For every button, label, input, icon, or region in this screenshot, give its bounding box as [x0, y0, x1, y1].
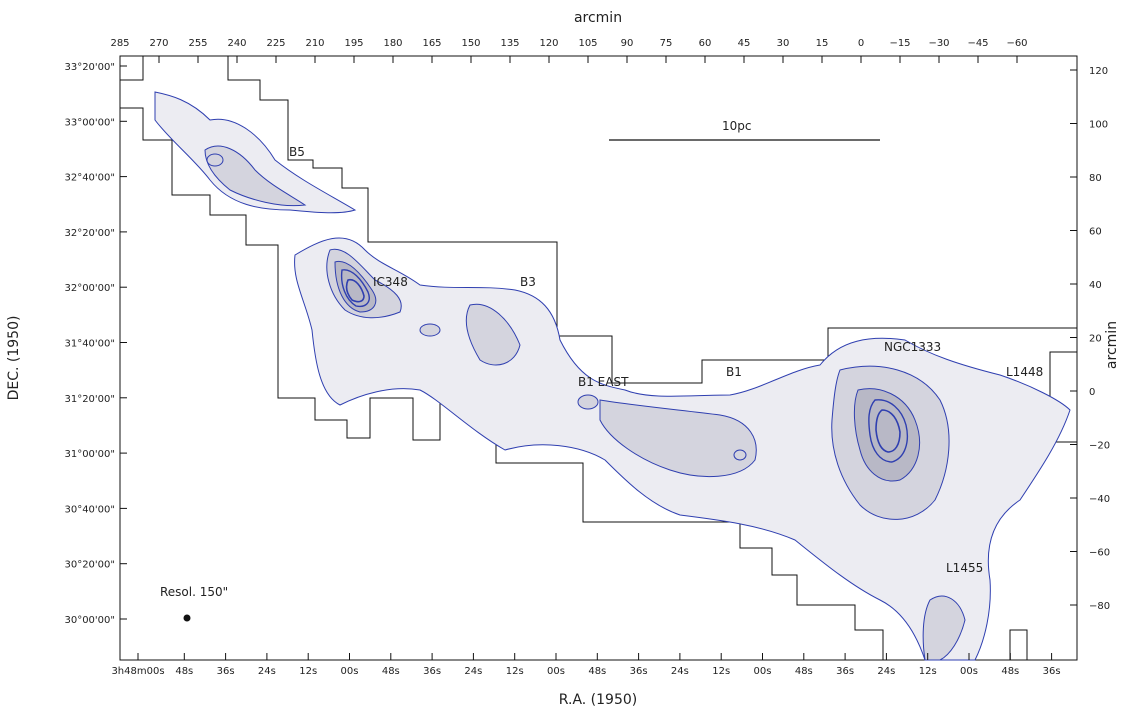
top-tick-label: 75	[660, 38, 673, 49]
left-tick-label: 30°00'00"	[64, 615, 115, 626]
top-tick-label: 285	[110, 38, 129, 49]
bottom-tick-label: 36s	[630, 666, 648, 677]
top-tick-label: 150	[461, 38, 480, 49]
top-tick-label: 270	[149, 38, 168, 49]
resolution-beam-dot	[183, 614, 191, 622]
bottom-axis-title: R.A. (1950)	[559, 692, 637, 708]
bottom-axis-ticks: 3h48m00s 48s 36s 24s 12s 00s 48s 36s 24s 12s 00s 48…	[111, 653, 1061, 677]
right-tick-label: −40	[1089, 494, 1110, 505]
top-tick-label: 165	[422, 38, 441, 49]
top-tick-label: 240	[227, 38, 246, 49]
left-tick-label: 31°40'00"	[64, 339, 115, 350]
top-tick-label: 120	[539, 38, 558, 49]
contour-small-blobs	[206, 153, 747, 461]
top-tick-label: 135	[500, 38, 519, 49]
right-tick-label: −60	[1089, 548, 1110, 559]
bottom-tick-label: 36s	[836, 666, 854, 677]
bottom-tick-label: 36s	[1043, 666, 1061, 677]
resolution-label: Resol. 150"	[160, 585, 228, 599]
label-b1: B1	[726, 365, 742, 379]
survey-boundary-upper	[120, 107, 884, 660]
label-ic348: IC348	[373, 275, 408, 289]
top-tick-label: 105	[578, 38, 597, 49]
right-axis-title: arcmin	[1104, 321, 1120, 369]
label-b1-east: B1 EAST	[578, 375, 629, 389]
bottom-tick-label: 00s	[341, 666, 359, 677]
top-tick-label: 0	[858, 38, 864, 49]
label-ngc1333: NGC1333	[884, 340, 941, 354]
label-b5: B5	[289, 145, 305, 159]
top-tick-label: −30	[928, 38, 949, 49]
left-tick-label: 30°20'00"	[64, 560, 115, 571]
bottom-tick-label: 48s	[382, 666, 400, 677]
top-tick-label: 180	[383, 38, 402, 49]
right-tick-label: 0	[1089, 387, 1095, 398]
right-axis-ticks: 120 100 80 60 40 20 0 −20 −40 −60 −80	[1070, 66, 1110, 612]
scale-bar-label: 10pc	[722, 119, 751, 133]
left-tick-label: 33°20'00"	[64, 62, 115, 73]
bottom-tick-label: 00s	[547, 666, 565, 677]
left-tick-label: 33°00'00"	[64, 117, 115, 128]
contour-level-4	[340, 269, 909, 463]
top-tick-label: 30	[777, 38, 790, 49]
contour-level-3	[334, 260, 921, 482]
bottom-tick-label: 24s	[258, 666, 276, 677]
bottom-tick-label: 00s	[960, 666, 978, 677]
bottom-tick-label: 48s	[795, 666, 813, 677]
bottom-tick-label: 48s	[175, 666, 193, 677]
right-tick-label: −80	[1089, 601, 1110, 612]
right-tick-label: −20	[1089, 441, 1110, 452]
bottom-tick-label: 36s	[217, 666, 235, 677]
right-tick-label: 120	[1089, 66, 1108, 77]
top-tick-label: −60	[1006, 38, 1027, 49]
plot-frame	[119, 55, 1078, 661]
cloud-contours	[154, 91, 1071, 661]
bottom-tick-label: 24s	[464, 666, 482, 677]
top-tick-label: 60	[699, 38, 712, 49]
top-axis-title: arcmin	[574, 10, 622, 26]
left-tick-label: 31°00'00"	[64, 449, 115, 460]
right-tick-label: 20	[1089, 334, 1102, 345]
right-tick-label: 60	[1089, 227, 1102, 238]
contour-level-1	[154, 91, 357, 214]
label-l1455: L1455	[946, 561, 983, 575]
right-tick-label: 80	[1089, 173, 1102, 184]
left-axis-ticks: 33°20'00" 33°00'00" 32°40'00" 32°20'00" 32°0…	[64, 62, 127, 626]
left-tick-label: 30°40'00"	[64, 504, 115, 515]
left-tick-label: 32°20'00"	[64, 228, 115, 239]
label-l1448: L1448	[1006, 365, 1043, 379]
bottom-tick-label: 12s	[919, 666, 937, 677]
contour-level-5	[345, 278, 901, 453]
top-tick-label: 45	[738, 38, 751, 49]
bottom-tick-label: 00s	[754, 666, 772, 677]
top-tick-label: 255	[188, 38, 207, 49]
left-tick-label: 31°20'00"	[64, 394, 115, 405]
top-tick-label: −45	[967, 38, 988, 49]
bottom-tick-label: 24s	[877, 666, 895, 677]
top-tick-label: −15	[889, 38, 910, 49]
left-axis-title: DEC. (1950)	[6, 316, 22, 401]
top-axis-ticks: 285 270 255 240 225 210 195 180 165 150 135 120 105 9…	[110, 38, 1028, 63]
right-tick-label: 40	[1089, 280, 1102, 291]
bottom-tick-label: 48s	[588, 666, 606, 677]
bottom-tick-label: 12s	[506, 666, 524, 677]
bottom-tick-label: 12s	[712, 666, 730, 677]
bottom-tick-label: 12s	[299, 666, 317, 677]
survey-boundary	[120, 55, 144, 81]
contour-level-2	[204, 145, 966, 661]
bottom-tick-label: 48s	[1001, 666, 1019, 677]
top-tick-label: 225	[266, 38, 285, 49]
top-tick-label: 90	[621, 38, 634, 49]
bottom-tick-label: 36s	[423, 666, 441, 677]
bottom-tick-label: 3h48m00s	[111, 666, 164, 677]
right-tick-label: 100	[1089, 120, 1108, 131]
bottom-tick-label: 24s	[671, 666, 689, 677]
top-tick-label: 15	[816, 38, 829, 49]
left-tick-label: 32°00'00"	[64, 283, 115, 294]
top-tick-label: 195	[344, 38, 363, 49]
top-tick-label: 210	[305, 38, 324, 49]
left-tick-label: 32°40'00"	[64, 173, 115, 184]
label-b3: B3	[520, 275, 536, 289]
